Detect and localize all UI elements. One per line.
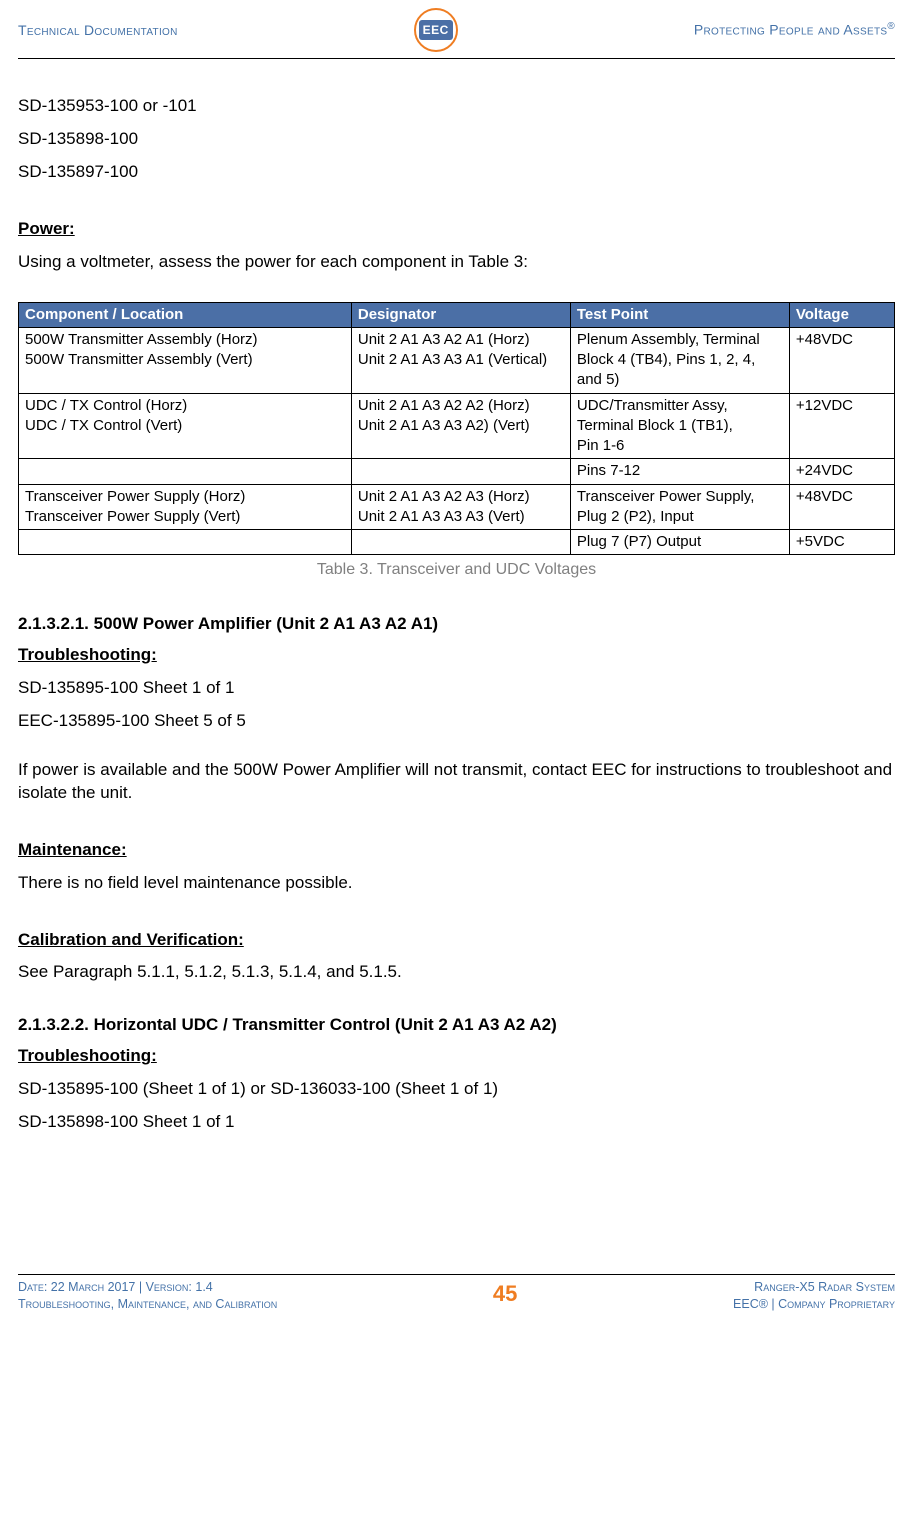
troubleshooting-heading: Troubleshooting: (18, 1045, 895, 1068)
footer-date-version: Date: 22 March 2017 | Version: 1.4 (18, 1279, 277, 1296)
footer-proprietary: EEC® | Company Proprietary (733, 1296, 895, 1313)
table-header: Test Point (570, 302, 789, 327)
table-row: Transceiver Power Supply (Horz)Transceiv… (19, 484, 895, 530)
table-cell: Pins 7-12 (570, 459, 789, 484)
table-row: Plug 7 (P7) Output+5VDC (19, 530, 895, 555)
table-cell: Unit 2 A1 A3 A2 A1 (Horz)Unit 2 A1 A3 A3… (351, 327, 570, 393)
footer-right: Ranger-X5 Radar System EEC® | Company Pr… (733, 1279, 895, 1313)
table-header: Component / Location (19, 302, 352, 327)
table-cell: +5VDC (789, 530, 894, 555)
troubleshooting-heading: Troubleshooting: (18, 644, 895, 667)
table-row: 500W Transmitter Assembly (Horz)500W Tra… (19, 327, 895, 393)
table-header: Designator (351, 302, 570, 327)
table-cell: +12VDC (789, 393, 894, 459)
header-left-text: Technical Documentation (18, 21, 178, 40)
table-cell: +48VDC (789, 484, 894, 530)
table-row: UDC / TX Control (Horz)UDC / TX Control … (19, 393, 895, 459)
table-cell: Unit 2 A1 A3 A2 A2 (Horz)Unit 2 A1 A3 A3… (351, 393, 570, 459)
power-heading: Power: (18, 218, 895, 241)
document-number-list: SD-135953-100 or -101 SD-135898-100 SD-1… (18, 95, 895, 184)
eec-logo-text: EEC (419, 20, 453, 40)
table-cell: +48VDC (789, 327, 894, 393)
page-header: Technical Documentation EEC Protecting P… (18, 8, 895, 59)
table-cell: Plug 7 (P7) Output (570, 530, 789, 555)
table-cell: Unit 2 A1 A3 A2 A3 (Horz)Unit 2 A1 A3 A3… (351, 484, 570, 530)
doc-number: SD-135898-100 (18, 128, 895, 151)
table-cell (351, 459, 570, 484)
section-heading-2-1-3-2-2: 2.1.3.2.2. Horizontal UDC / Transmitter … (18, 1014, 895, 1037)
troubleshooting-para: If power is available and the 500W Power… (18, 759, 895, 805)
table-cell: Transceiver Power Supply, Plug 2 (P2), I… (570, 484, 789, 530)
calibration-heading: Calibration and Verification: (18, 929, 895, 952)
table-cell (19, 530, 352, 555)
table-cell: UDC/Transmitter Assy, Terminal Block 1 (… (570, 393, 789, 459)
doc-reference: SD-135895-100 (Sheet 1 of 1) or SD-13603… (18, 1078, 895, 1101)
table-cell: +24VDC (789, 459, 894, 484)
table-cell: 500W Transmitter Assembly (Horz)500W Tra… (19, 327, 352, 393)
calibration-text: See Paragraph 5.1.1, 5.1.2, 5.1.3, 5.1.4… (18, 961, 895, 984)
footer-system-name: Ranger-X5 Radar System (733, 1279, 895, 1296)
doc-number: SD-135953-100 or -101 (18, 95, 895, 118)
power-intro: Using a voltmeter, assess the power for … (18, 251, 895, 274)
page-footer: Date: 22 March 2017 | Version: 1.4 Troub… (18, 1274, 895, 1313)
table-row: Pins 7-12+24VDC (19, 459, 895, 484)
maintenance-heading: Maintenance: (18, 839, 895, 862)
page-number: 45 (493, 1279, 517, 1309)
section-heading-2-1-3-2-1: 2.1.3.2.1. 500W Power Amplifier (Unit 2 … (18, 613, 895, 636)
footer-doc-title: Troubleshooting, Maintenance, and Calibr… (18, 1296, 277, 1313)
maintenance-text: There is no field level maintenance poss… (18, 872, 895, 895)
header-right-text: Protecting People and Assets® (694, 20, 895, 40)
table-cell: Plenum Assembly, Terminal Block 4 (TB4),… (570, 327, 789, 393)
eec-logo: EEC (414, 8, 458, 52)
table-caption: Table 3. Transceiver and UDC Voltages (18, 559, 895, 581)
table-cell: UDC / TX Control (Horz)UDC / TX Control … (19, 393, 352, 459)
footer-left: Date: 22 March 2017 | Version: 1.4 Troub… (18, 1279, 277, 1313)
table-cell (351, 530, 570, 555)
table-cell (19, 459, 352, 484)
doc-reference: EEC-135895-100 Sheet 5 of 5 (18, 710, 895, 733)
doc-reference: SD-135898-100 Sheet 1 of 1 (18, 1111, 895, 1134)
table-header: Voltage (789, 302, 894, 327)
table-cell: Transceiver Power Supply (Horz)Transceiv… (19, 484, 352, 530)
doc-reference: SD-135895-100 Sheet 1 of 1 (18, 677, 895, 700)
doc-number: SD-135897-100 (18, 161, 895, 184)
voltage-table: Component / Location Designator Test Poi… (18, 302, 895, 556)
